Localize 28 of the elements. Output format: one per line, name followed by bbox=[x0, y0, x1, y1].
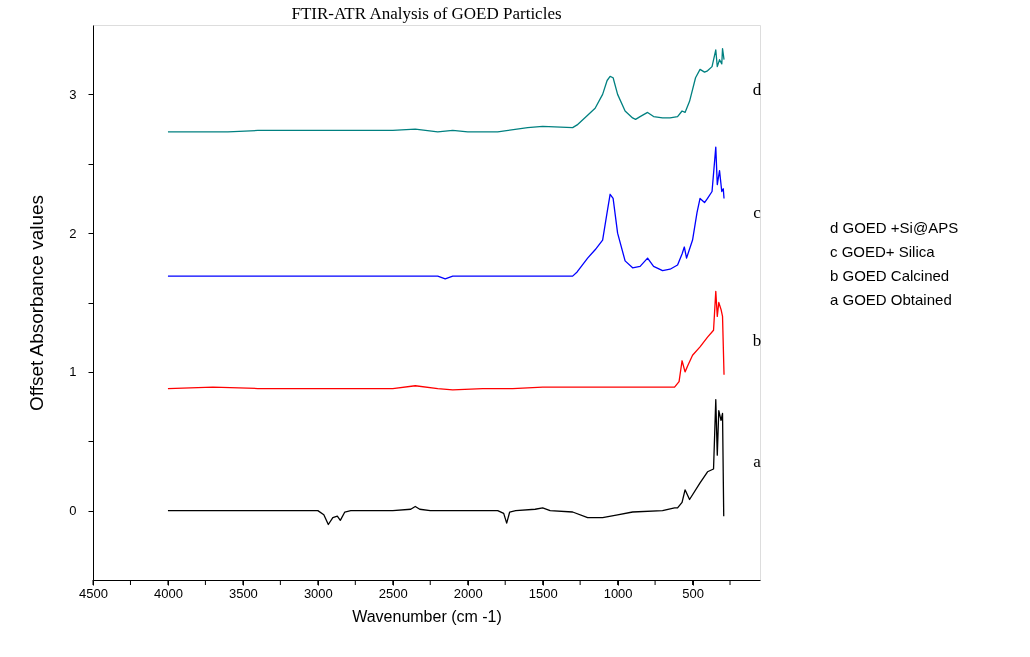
text: d GOED +Si@APS bbox=[830, 219, 959, 236]
x-tick-label: 3000 bbox=[303, 585, 333, 601]
y-tick-label: 1 bbox=[69, 364, 77, 380]
text: b GOED Calcined bbox=[830, 267, 950, 284]
line-series bbox=[167, 47, 725, 133]
text: a GOED Obtained bbox=[830, 291, 952, 308]
y-tick-label: 0 bbox=[69, 503, 77, 519]
x-tick-label: 1500 bbox=[528, 585, 558, 601]
y-tick-label: 2 bbox=[69, 225, 77, 241]
x-tick-label: 3500 bbox=[228, 585, 258, 601]
x-tick-label: 2500 bbox=[378, 585, 408, 601]
x-tick-label: 4000 bbox=[153, 585, 183, 601]
x-tick-label: 1000 bbox=[603, 585, 633, 601]
text: d bbox=[752, 80, 762, 100]
series-label: c bbox=[753, 203, 762, 223]
x-tick-label: 4500 bbox=[79, 585, 108, 601]
x-tick-label: 2000 bbox=[453, 585, 483, 601]
line-series bbox=[167, 398, 725, 526]
line-series bbox=[167, 146, 725, 280]
y-tick-label: 3 bbox=[69, 86, 77, 102]
series-label: b bbox=[752, 330, 762, 350]
series-label: a bbox=[753, 452, 762, 472]
x-axis-title: Wavenumber (cm -1) bbox=[352, 607, 502, 625]
x-tick-label: 500 bbox=[682, 585, 704, 601]
chart-title: FTIR-ATR Analysis of GOED Particles bbox=[291, 4, 562, 23]
y-axis-title: Offset Absorbance values bbox=[26, 194, 48, 412]
text: c GOED+ Silica bbox=[830, 243, 936, 260]
line-series bbox=[167, 290, 725, 391]
